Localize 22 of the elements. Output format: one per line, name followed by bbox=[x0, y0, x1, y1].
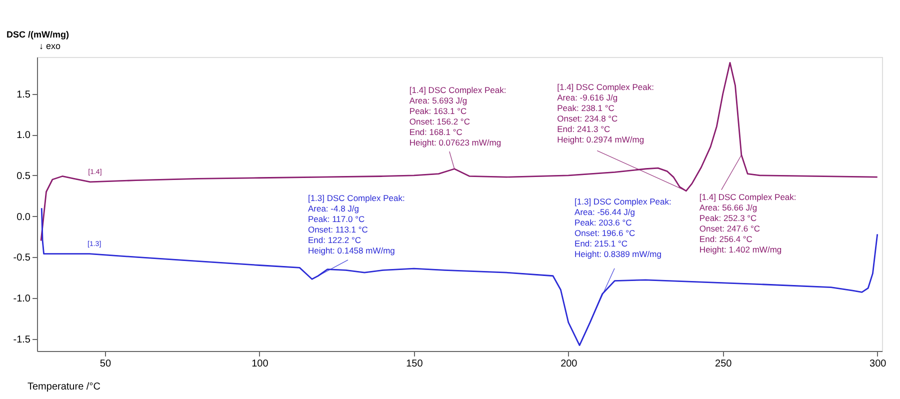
x-tick-label: 300 bbox=[870, 358, 887, 370]
y-tick-label: 0.0 bbox=[16, 212, 31, 223]
annotation: [1.4] DSC Complex Peak: Area: 56.66 J/g Peak: 252.3 °C Onset: 247.6 °C End: 256.4 °C Height: 1.402 mW/mg bbox=[699, 192, 796, 254]
x-tick-label: 150 bbox=[406, 358, 424, 370]
y-tick-label: 1.5 bbox=[16, 89, 31, 100]
line-series bbox=[40, 62, 878, 242]
y-axis-title: DSC /(mW/mg) bbox=[6, 30, 69, 40]
annotation: [1.3] DSC Complex Peak: Area: -56.44 J/g Peak: 203.6 °C Onset: 196.6 °C End: 215.1 °C Height: 0.8389 mW/mg bbox=[574, 196, 672, 259]
x-tick-label: 100 bbox=[252, 358, 269, 370]
y-tick-label: -1.5 bbox=[13, 334, 31, 346]
y-tick-label: -1.0 bbox=[13, 293, 31, 304]
x-tick-label: 200 bbox=[560, 358, 578, 370]
x-tick-label: 50 bbox=[100, 358, 112, 370]
text: ↓ exo bbox=[39, 41, 61, 51]
x-axis-title: Temperature /°C bbox=[28, 382, 100, 392]
annotation: [1.4] DSC Complex Peak: Area: -9.616 J/g Peak: 238.1 °C Onset: 234.8 °C End: 241.3 °C Height: 0.2974 mW/mg bbox=[557, 82, 654, 144]
y-tick-label: 0.5 bbox=[16, 170, 31, 182]
y-tick-label: -0.5 bbox=[13, 252, 31, 264]
annotation: [1.3] DSC Complex Peak: Area: -4.8 J/g Peak: 117.0 °C Onset: 113.1 °C End: 122.2 °C Height: 0.1458 mW/mg bbox=[308, 193, 405, 256]
y-tick-label: 1.0 bbox=[16, 130, 31, 142]
x-tick-label: 250 bbox=[715, 358, 732, 370]
annotation: [1.4] DSC Complex Peak: Area: 5.693 J/g Peak: 163.1 °C Onset: 156.2 °C End: 168.1 °C Height: 0.07623 mW/mg bbox=[409, 84, 506, 148]
